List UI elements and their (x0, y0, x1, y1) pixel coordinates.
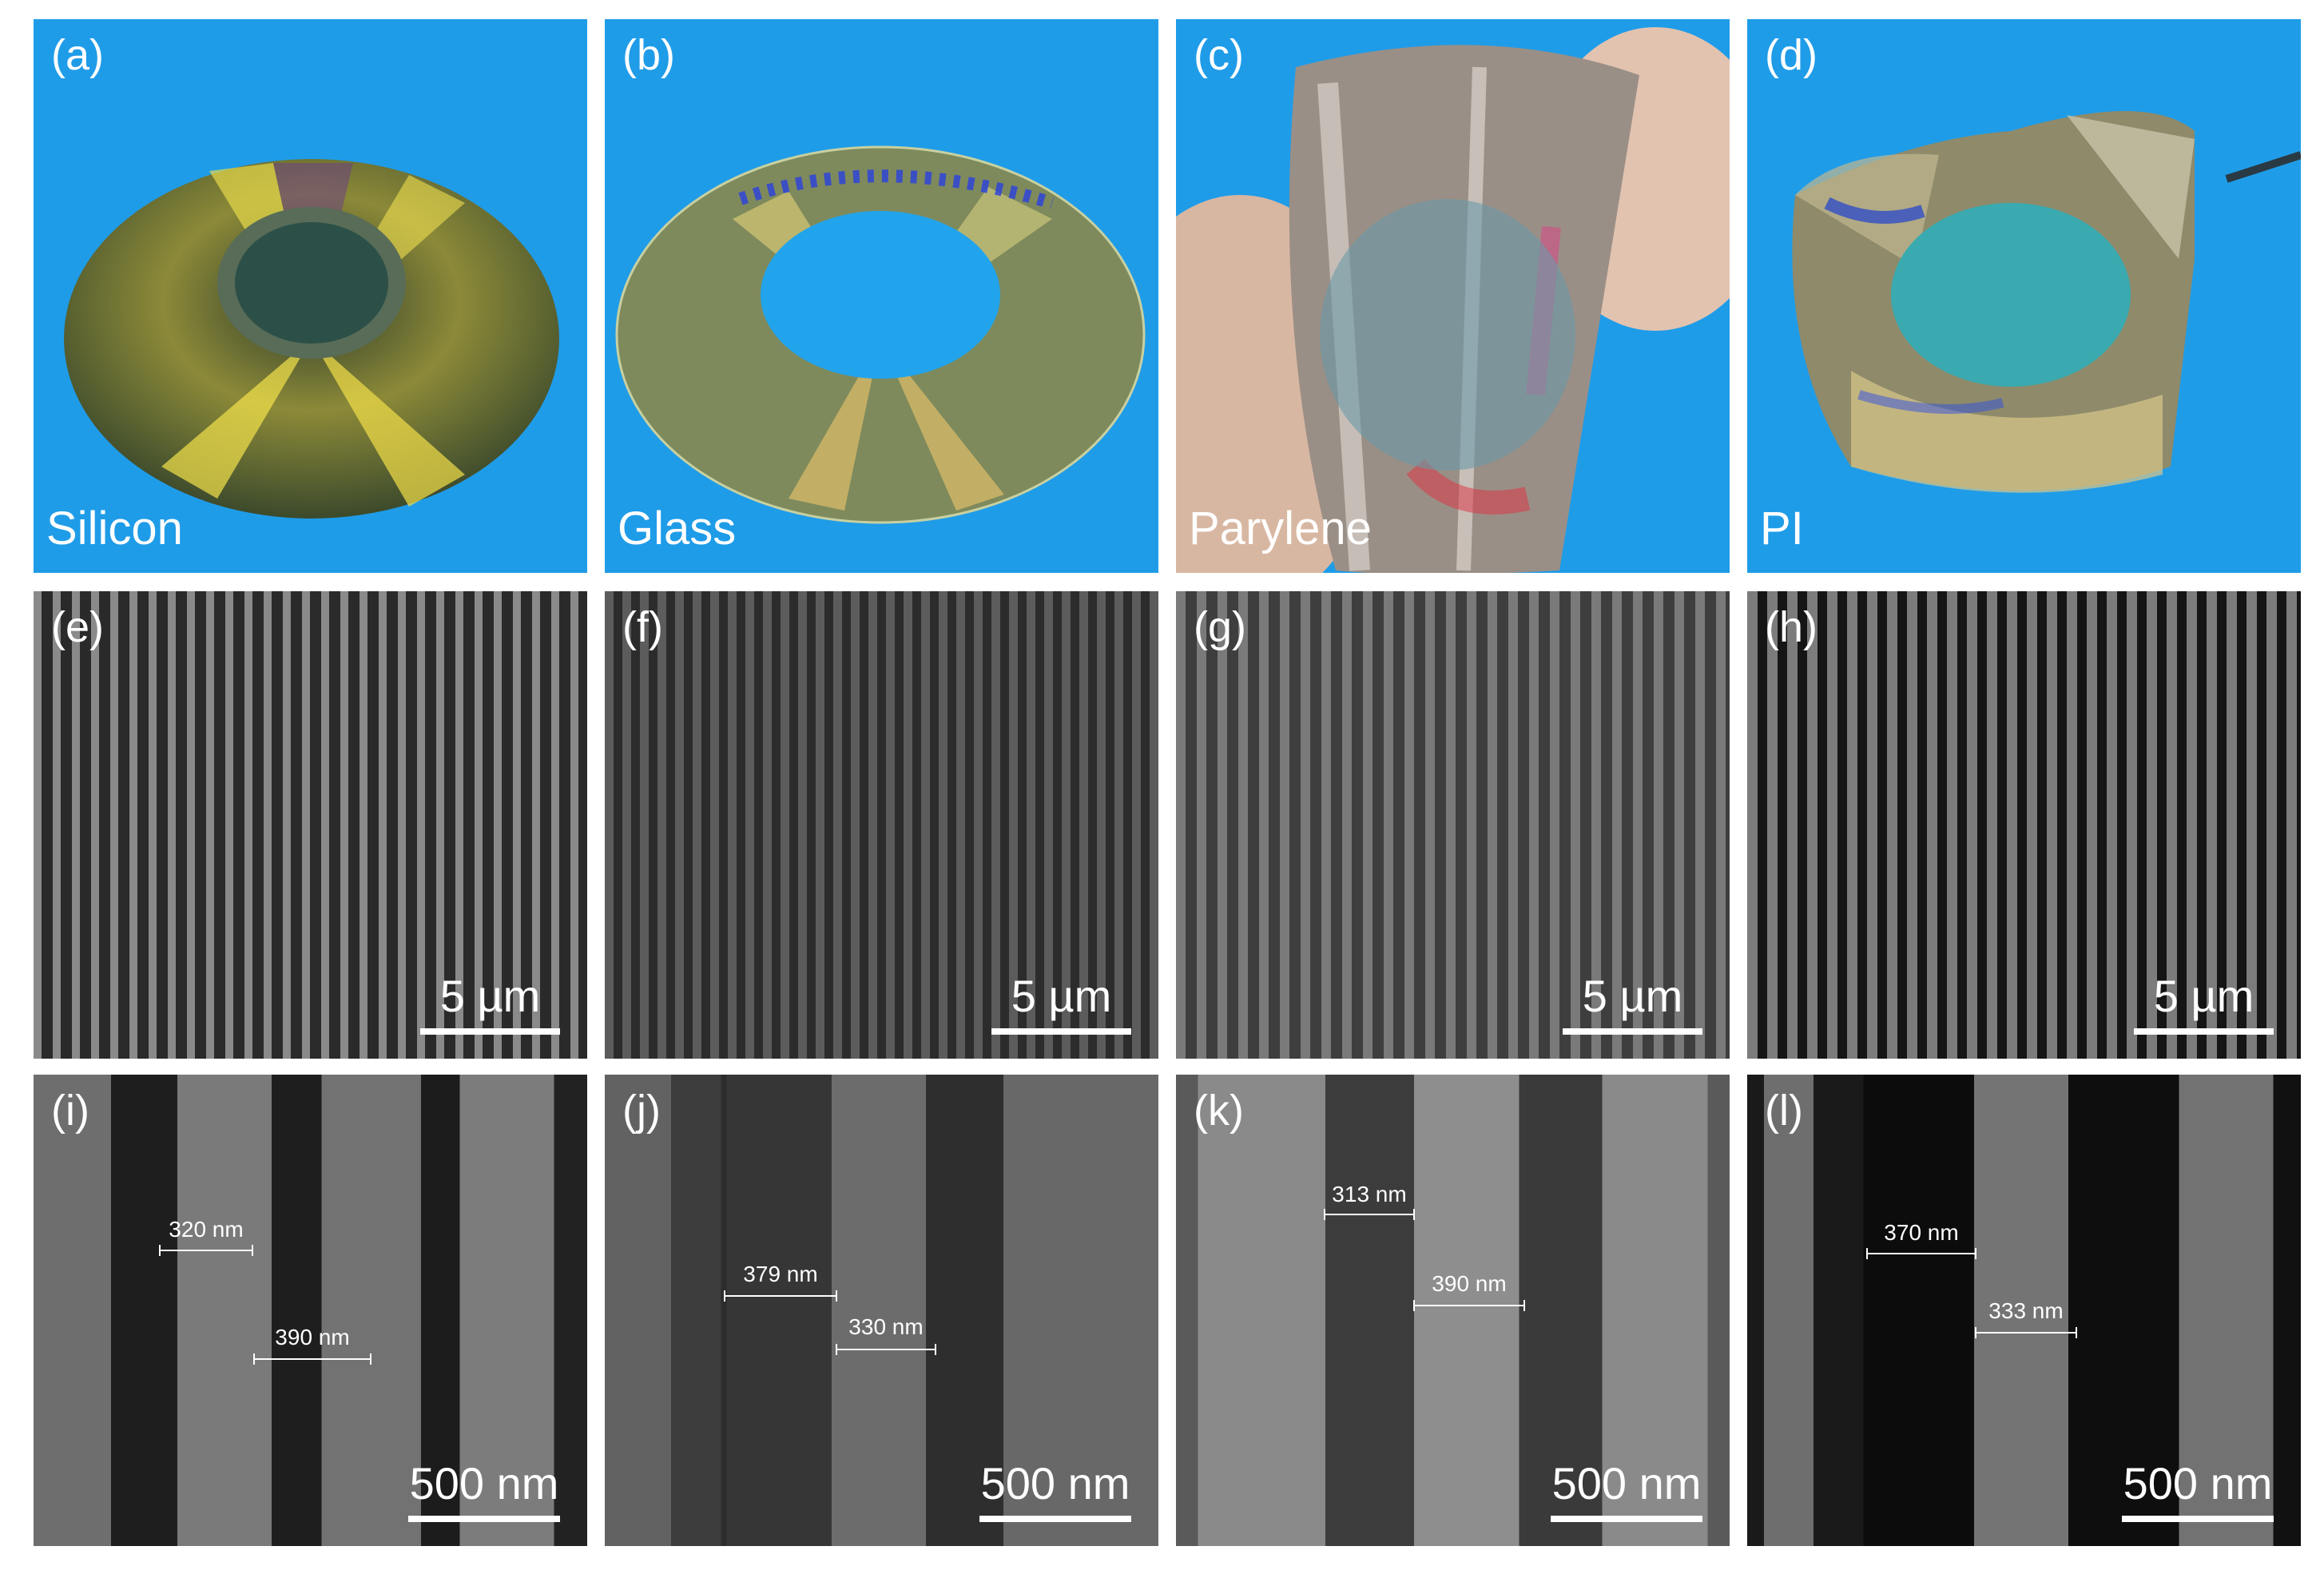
photo-panel-c: (c) Parylene (1176, 19, 1730, 573)
scale-bar-line (1563, 1028, 1702, 1035)
scale-bar-g: 5 µm (1563, 974, 1702, 1035)
panel-label-d: (d) (1765, 31, 1817, 79)
sem-panel-l: (l) 370 nm 333 nm 500 nm (1747, 1075, 2301, 1546)
glass-wafer-image (615, 145, 1146, 524)
linewidth-marker (1413, 1300, 1525, 1311)
linewidth-marker (1866, 1248, 1976, 1259)
photo-panel-d: (d) PI (1747, 19, 2301, 573)
panel-label-a: (a) (51, 31, 104, 79)
linewidth-marker (253, 1353, 371, 1365)
panel-label-h: (h) (1765, 603, 1817, 651)
sem-panel-g: (g) 5 µm (1176, 591, 1730, 1059)
linewidth-label: 313 nm (1332, 1182, 1407, 1206)
panel-label-f: (f) (622, 603, 663, 651)
linewidth-marker (1324, 1209, 1415, 1220)
scale-bar-label: 5 µm (1011, 971, 1112, 1021)
panel-label-c: (c) (1194, 31, 1244, 79)
scale-bar-j: 500 nm (979, 1461, 1131, 1522)
panel-label-i: (i) (51, 1087, 89, 1135)
substrate-label-parylene: Parylene (1189, 503, 1372, 554)
panel-label-e: (e) (51, 603, 104, 651)
substrate-label-pi: PI (1760, 503, 1804, 554)
scale-bar-e: 5 µm (420, 974, 560, 1035)
photo-panel-b: (b) Glass (605, 19, 1158, 573)
sem-panel-j: (j) 379 nm 330 nm 500 nm (605, 1075, 1158, 1546)
parylene-film-image (1176, 27, 1730, 573)
silicon-wafer-image (64, 159, 559, 519)
scale-bar-label: 500 nm (1551, 1458, 1702, 1508)
linewidth-label: 333 nm (1988, 1298, 2064, 1323)
scale-bar-label: 500 nm (980, 1458, 1130, 1508)
scale-bar-k: 500 nm (1551, 1461, 1702, 1522)
photo-panel-a: (a) Silicon (34, 19, 587, 573)
scale-bar-line (2134, 1028, 2274, 1035)
scale-bar-label: 5 µm (439, 971, 541, 1021)
linewidth-label: 390 nm (275, 1325, 350, 1349)
sem-panel-h: (h) 5 µm (1747, 591, 2301, 1059)
linewidth-label: 330 nm (848, 1314, 924, 1339)
panel-label-g: (g) (1194, 603, 1246, 651)
panel-label-l: (l) (1765, 1087, 1803, 1135)
sem-panel-e: (e) 5 µm (34, 591, 587, 1059)
panel-label-k: (k) (1194, 1087, 1244, 1135)
sem-panel-f: (f) 5 µm (605, 591, 1158, 1059)
panel-label-b: (b) (622, 31, 675, 79)
scale-bar-h: 5 µm (2134, 974, 2274, 1035)
linewidth-marker (159, 1245, 253, 1256)
panel-label-j: (j) (622, 1087, 661, 1135)
linewidth-label: 379 nm (743, 1262, 818, 1286)
pi-film-image (1792, 111, 2301, 493)
linewidth-marker (724, 1290, 837, 1302)
scale-bar-line (1551, 1516, 1702, 1522)
substrate-label-glass: Glass (618, 503, 737, 554)
scale-bar-line (991, 1028, 1131, 1035)
scale-bar-line (979, 1516, 1131, 1522)
scale-bar-f: 5 µm (991, 974, 1131, 1035)
scale-bar-i: 500 nm (408, 1461, 560, 1522)
scale-bar-line (420, 1028, 560, 1035)
scale-bar-label: 5 µm (2153, 971, 2254, 1021)
scale-bar-label: 5 µm (1582, 971, 1683, 1021)
linewidth-label: 320 nm (169, 1217, 244, 1242)
scale-bar-line (2122, 1516, 2274, 1522)
scale-bar-label: 500 nm (2123, 1458, 2273, 1508)
sem-panel-i: (i) 320 nm 390 nm 500 nm (34, 1075, 587, 1546)
linewidth-marker (1975, 1327, 2077, 1338)
sem-panel-k: (k) 313 nm 390 nm 500 nm (1176, 1075, 1730, 1546)
substrate-label-silicon: Silicon (46, 503, 183, 554)
scale-bar-l: 500 nm (2122, 1461, 2274, 1522)
scale-bar-line (408, 1516, 560, 1522)
linewidth-label: 370 nm (1884, 1220, 1959, 1245)
linewidth-label: 390 nm (1432, 1271, 1507, 1296)
scale-bar-label: 500 nm (409, 1458, 559, 1508)
linewidth-marker (836, 1344, 936, 1355)
